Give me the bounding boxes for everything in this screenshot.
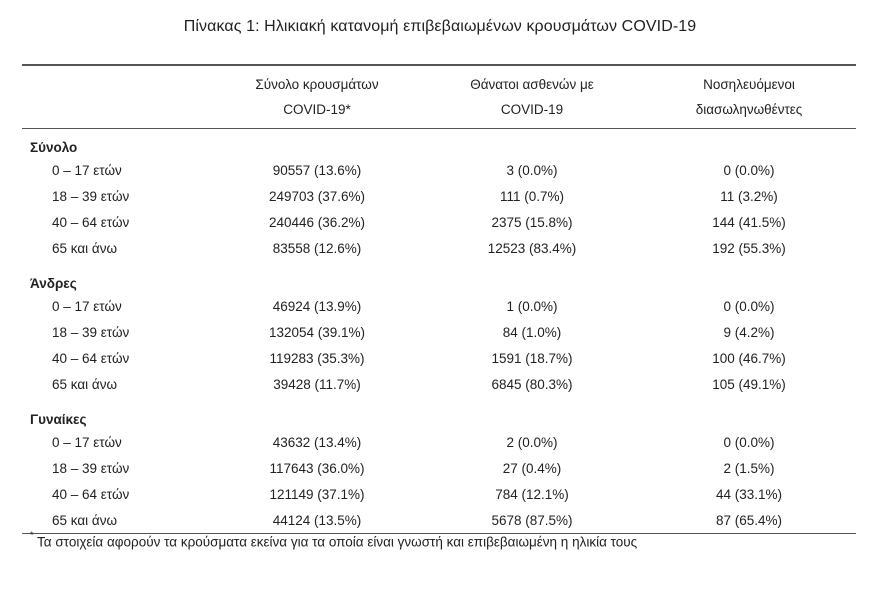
table-header-row: Σύνολο κρουσμάτων COVID-19* Θάνατοι ασθε… xyxy=(22,64,856,129)
table-row: 65 και άνω 44124 (13.5%) 5678 (87.5%) 87… xyxy=(22,507,856,534)
footnote-marker: * xyxy=(30,530,34,540)
header-intubated: Νοσηλευόμενοι διασωληνωθέντες xyxy=(642,64,856,129)
deaths-cell: 111 (0.7%) xyxy=(499,188,565,204)
table-row: 18 – 39 ετών 117643 (36.0%) 27 (0.4%) 2 … xyxy=(22,455,856,481)
table-row: 65 και άνω 39428 (11.7%) 6845 (80.3%) 10… xyxy=(22,371,856,397)
deaths-cell: 12523 (83.4%) xyxy=(487,240,577,256)
cases-cell: 46924 (13.9%) xyxy=(272,298,362,314)
intubated-cell: 44 (33.1%) xyxy=(715,486,783,502)
table-row: 18 – 39 ετών 132054 (39.1%) 84 (1.0%) 9 … xyxy=(22,319,856,345)
age-cell: 0 – 17 ετών xyxy=(52,298,122,314)
header-deaths-line1: Θάνατοι ασθενών με xyxy=(470,77,594,92)
intubated-cell: 0 (0.0%) xyxy=(723,298,775,314)
table-row: 65 και άνω 83558 (12.6%) 12523 (83.4%) 1… xyxy=(22,235,856,261)
header-deaths: Θάνατοι ασθενών με COVID-19 xyxy=(422,64,642,129)
table-row: 40 – 64 ετών 240446 (36.2%) 2375 (15.8%)… xyxy=(22,209,856,235)
deaths-cell: 3 (0.0%) xyxy=(506,162,558,178)
table-row: 40 – 64 ετών 121149 (37.1%) 784 (12.1%) … xyxy=(22,481,856,507)
intubated-cell: 2 (1.5%) xyxy=(723,460,775,476)
table-row: 0 – 17 ετών 90557 (13.6%) 3 (0.0%) 0 (0.… xyxy=(22,157,856,183)
deaths-cell: 1591 (18.7%) xyxy=(491,350,573,366)
intubated-cell: 9 (4.2%) xyxy=(723,324,775,340)
cases-cell: 119283 (35.3%) xyxy=(269,350,365,366)
deaths-cell: 27 (0.4%) xyxy=(502,460,562,476)
cases-cell: 39428 (11.7%) xyxy=(273,376,361,392)
header-intubated-line2: διασωληνωθέντες xyxy=(695,102,803,117)
age-cell: 65 και άνω xyxy=(22,507,212,534)
cases-cell: 240446 (36.2%) xyxy=(268,214,366,230)
table-row: 0 – 17 ετών 43632 (13.4%) 2 (0.0%) 0 (0.… xyxy=(22,429,856,455)
table-row: 40 – 64 ετών 119283 (35.3%) 1591 (18.7%)… xyxy=(22,345,856,371)
age-cell: 65 και άνω xyxy=(52,240,118,256)
cases-cell: 83558 (12.6%) xyxy=(272,240,362,256)
age-cell: 65 και άνω xyxy=(52,376,118,392)
group-label: Άνδρες xyxy=(30,276,77,291)
table-row: 0 – 17 ετών 46924 (13.9%) 1 (0.0%) 0 (0.… xyxy=(22,293,856,319)
table-row: 18 – 39 ετών 249703 (37.6%) 111 (0.7%) 1… xyxy=(22,183,856,209)
deaths-cell: 2375 (15.8%) xyxy=(491,214,573,230)
deaths-cell: 6845 (80.3%) xyxy=(491,376,573,392)
intubated-cell: 87 (65.4%) xyxy=(642,507,856,534)
intubated-cell: 0 (0.0%) xyxy=(723,434,775,450)
group-row-men: Άνδρες xyxy=(22,261,856,293)
cases-cell: 90557 (13.6%) xyxy=(272,162,362,178)
group-label: Γυναίκες xyxy=(30,412,87,427)
age-cell: 18 – 39 ετών xyxy=(52,188,130,204)
deaths-cell: 84 (1.0%) xyxy=(502,324,562,340)
footnote-text: Τα στοιχεία αφορούν τα κρούσματα εκείνα … xyxy=(37,534,638,550)
age-cell: 18 – 39 ετών xyxy=(52,324,130,340)
cases-cell: 121149 (37.1%) xyxy=(269,486,365,502)
cases-cell: 117643 (36.0%) xyxy=(269,460,365,476)
deaths-cell: 2 (0.0%) xyxy=(506,434,558,450)
group-label: Σύνολο xyxy=(30,140,78,155)
header-intubated-line1: Νοσηλευόμενοι xyxy=(703,77,795,92)
header-total-cases-line1: Σύνολο κρουσμάτων xyxy=(255,77,379,92)
age-cell: 0 – 17 ετών xyxy=(52,162,122,178)
age-cell: 40 – 64 ετών xyxy=(52,486,130,502)
intubated-cell: 105 (49.1%) xyxy=(712,376,786,392)
cases-cell: 249703 (37.6%) xyxy=(268,188,366,204)
intubated-cell: 100 (46.7%) xyxy=(712,350,786,366)
deaths-cell: 5678 (87.5%) xyxy=(422,507,642,534)
age-cell: 40 – 64 ετών xyxy=(52,350,130,366)
cases-cell: 44124 (13.5%) xyxy=(212,507,422,534)
age-cell: 0 – 17 ετών xyxy=(52,434,122,450)
intubated-cell: 11 (3.2%) xyxy=(720,188,778,204)
footnote: * Τα στοιχεία αφορούν τα κρούσματα εκείν… xyxy=(30,530,638,550)
intubated-cell: 192 (55.3%) xyxy=(712,240,786,256)
intubated-cell: 144 (41.5%) xyxy=(712,214,786,230)
header-empty-cell xyxy=(22,64,212,129)
age-distribution-table: Σύνολο κρουσμάτων COVID-19* Θάνατοι ασθε… xyxy=(22,64,856,534)
intubated-cell: 0 (0.0%) xyxy=(723,162,775,178)
group-row-women: Γυναίκες xyxy=(22,397,856,429)
deaths-cell: 784 (12.1%) xyxy=(495,486,569,502)
group-row-total: Σύνολο xyxy=(22,129,856,158)
deaths-cell: 1 (0.0%) xyxy=(506,298,558,314)
age-cell: 18 – 39 ετών xyxy=(52,460,130,476)
cases-cell: 43632 (13.4%) xyxy=(272,434,362,450)
age-cell: 40 – 64 ετών xyxy=(52,214,130,230)
table-title: Πίνακας 1: Ηλικιακή κατανομή επιβεβαιωμέ… xyxy=(183,18,697,35)
header-total-cases: Σύνολο κρουσμάτων COVID-19* xyxy=(212,64,422,129)
header-total-cases-line2: COVID-19* xyxy=(283,102,351,117)
cases-cell: 132054 (39.1%) xyxy=(268,324,366,340)
header-deaths-line2: COVID-19 xyxy=(500,102,564,117)
